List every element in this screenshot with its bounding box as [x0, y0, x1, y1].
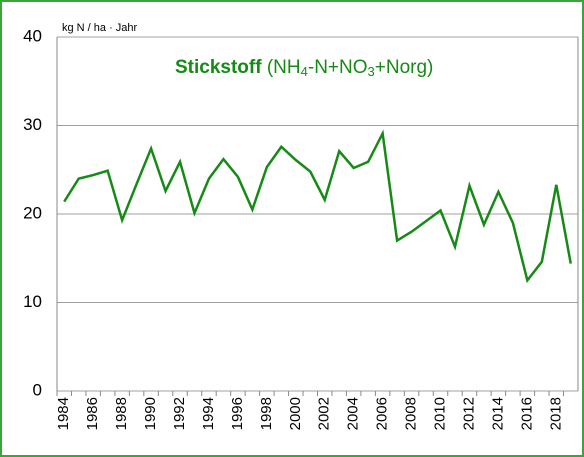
title-part: Stickstoff [175, 57, 262, 78]
x-tick-label: 2008 [403, 397, 420, 430]
y-tick-label: 40 [23, 26, 42, 45]
x-tick-label: 1994 [200, 397, 217, 430]
title-part: -N+NO [308, 57, 368, 78]
x-tick-label: 1998 [258, 397, 275, 430]
x-tick-label: 1990 [142, 397, 159, 430]
x-tick-label: 1992 [171, 397, 188, 430]
title-part: 3 [368, 64, 375, 79]
x-tick-label: 1996 [229, 397, 246, 430]
x-tick-label: 1984 [55, 397, 72, 430]
x-tick-label: 2016 [518, 397, 535, 430]
x-tick-label: 1986 [84, 397, 101, 430]
title-part: (NH [262, 57, 301, 78]
x-tick-label: 2012 [460, 397, 477, 430]
x-tick-label: 2002 [316, 397, 333, 430]
x-tick-label: 2010 [431, 397, 448, 430]
y-tick-label: 30 [23, 115, 42, 134]
title-part: +Norg) [375, 57, 434, 78]
x-tick-label: 2018 [547, 397, 564, 430]
chart-title: Stickstoff (NH4-N+NO3+Norg) [175, 57, 433, 79]
y-axis-label: kg N / ha · Jahr [62, 22, 138, 34]
x-tick-label: 1988 [113, 397, 130, 430]
x-tick-label: 2004 [345, 397, 362, 430]
y-tick-label: 20 [23, 203, 42, 222]
x-tick-label: 2000 [287, 397, 304, 430]
y-tick-label: 0 [33, 380, 42, 399]
y-tick-label: 10 [23, 292, 42, 311]
title-part: 4 [301, 64, 308, 79]
x-tick-label: 2006 [374, 397, 391, 430]
data-line [63, 129, 572, 284]
x-tick-label: 2014 [489, 397, 506, 430]
